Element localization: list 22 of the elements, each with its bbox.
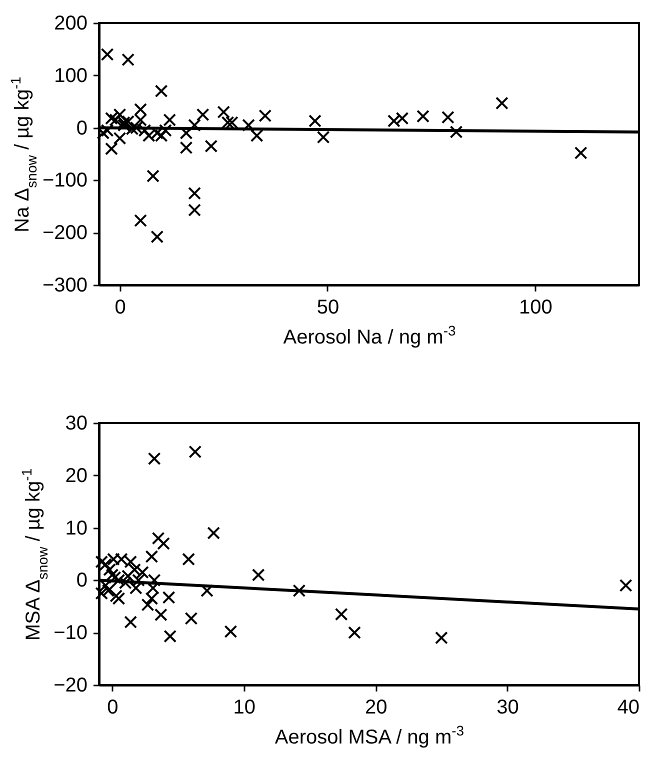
x-tick-label: 100 — [518, 296, 552, 318]
y-tick-label: −300 — [42, 274, 88, 296]
y-tick-label: −10 — [54, 622, 88, 644]
y-tick-label: 30 — [65, 412, 88, 434]
x-tick-label: 10 — [233, 696, 256, 718]
x-tick-label: 40 — [617, 696, 640, 718]
x-tick-label: 0 — [114, 296, 126, 318]
x-axis-title: Aerosol MSA / ng m$^{-3}$ — [274, 722, 464, 748]
y-tick-label: 100 — [54, 64, 88, 87]
y-tick-label: 0 — [76, 570, 88, 592]
y-tick-label: 20 — [65, 464, 88, 487]
y-tick-label: 200 — [54, 12, 88, 34]
y-tick-label: 0 — [76, 117, 88, 140]
x-tick-label: 30 — [496, 696, 519, 718]
y-tick-label: 10 — [65, 517, 88, 540]
y-tick-label: −20 — [54, 674, 88, 696]
x-tick-label: 0 — [107, 696, 118, 718]
x-axis-title: Aerosol Na / ng m$^{-3}$ — [283, 322, 456, 348]
y-tick-label: −200 — [42, 222, 88, 244]
y-tick-label: −100 — [42, 170, 88, 192]
x-tick-label: 50 — [316, 296, 340, 318]
x-tick-label: 20 — [364, 696, 388, 718]
